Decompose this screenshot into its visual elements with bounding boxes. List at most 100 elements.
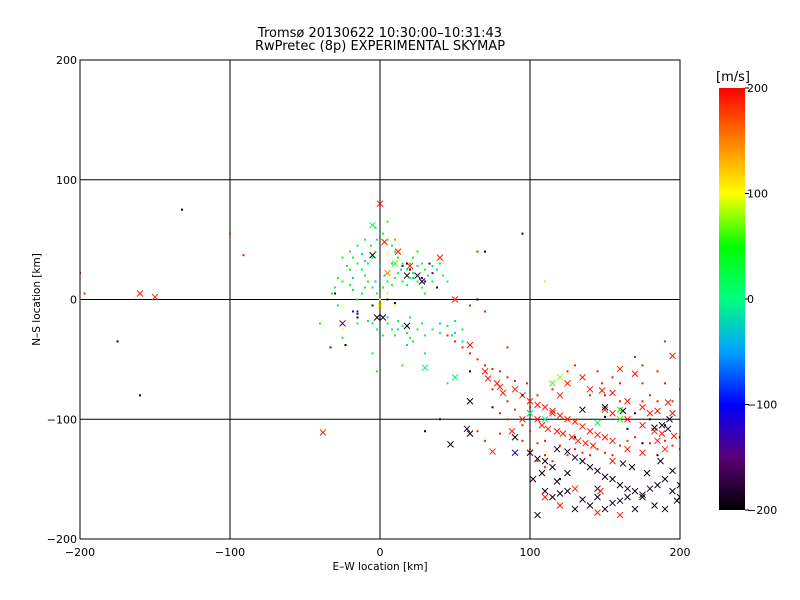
data-point-dot	[499, 412, 501, 415]
data-point-dot	[356, 312, 359, 315]
data-point-dot	[346, 264, 348, 267]
data-point-cross	[609, 389, 616, 397]
data-point-dot	[604, 451, 606, 454]
data-point-cross	[609, 437, 616, 445]
data-point-cross	[519, 415, 526, 423]
data-point-cross	[639, 403, 646, 411]
data-point-cross	[631, 487, 639, 495]
data-point-cross	[669, 487, 676, 495]
data-point-dot	[611, 376, 614, 379]
data-point-dot	[386, 322, 389, 325]
data-point-dot	[364, 274, 366, 277]
data-point-dot	[349, 284, 351, 287]
data-point-cross	[616, 481, 624, 489]
colorbar-tick-label: −100	[747, 399, 777, 412]
data-point-cross	[639, 493, 646, 501]
x-tick-label: 200	[670, 546, 691, 559]
data-point-cross	[624, 493, 631, 501]
data-point-dot	[371, 322, 374, 325]
data-point-dot	[626, 427, 629, 430]
data-point-dot	[406, 284, 408, 287]
data-point-cross	[379, 314, 387, 321]
data-point-dot	[559, 444, 561, 447]
data-point-dot	[491, 367, 494, 370]
data-point-cross	[496, 383, 504, 391]
data-point-dot	[536, 442, 539, 445]
data-point-dot	[656, 454, 659, 457]
data-point-dot	[116, 340, 119, 343]
data-point-dot	[394, 276, 396, 279]
data-point-cross	[609, 457, 616, 465]
data-point-cross	[556, 490, 564, 497]
data-point-cross	[657, 457, 664, 465]
data-point-cross	[463, 425, 471, 433]
data-point-dot	[383, 274, 386, 277]
data-point-dot	[364, 260, 366, 263]
data-point-cross	[564, 415, 571, 423]
data-point-dot	[394, 250, 396, 253]
data-point-dot	[506, 400, 509, 403]
data-point-cross	[484, 375, 492, 382]
data-point-dot	[401, 264, 404, 267]
data-point-dot	[356, 244, 359, 247]
data-point-dot	[581, 451, 584, 454]
data-point-dot	[356, 316, 359, 319]
data-point-dot	[341, 336, 344, 339]
data-point-cross	[376, 200, 384, 208]
data-point-dot	[421, 322, 423, 325]
data-point-cross	[544, 425, 552, 433]
data-point-cross	[534, 401, 541, 409]
data-point-cross	[654, 481, 661, 489]
data-point-dot	[506, 418, 509, 421]
data-point-cross	[646, 485, 654, 493]
data-point-dot	[334, 286, 336, 289]
data-point-cross	[594, 509, 601, 517]
data-point-cross	[489, 448, 496, 455]
data-point-dot	[371, 304, 374, 307]
data-point-dot	[382, 232, 384, 235]
data-point-cross	[394, 248, 402, 255]
data-point-cross	[151, 293, 159, 301]
data-point-cross	[616, 497, 624, 505]
data-point-cross	[589, 442, 597, 449]
data-point-dot	[386, 298, 389, 301]
data-point-cross	[574, 437, 582, 445]
data-point-cross	[511, 449, 519, 457]
data-point-cross	[597, 487, 604, 495]
data-point-dot	[344, 344, 347, 347]
data-point-dot	[416, 250, 419, 253]
data-point-cross	[391, 260, 399, 267]
data-point-dot	[139, 394, 141, 397]
data-point-cross	[541, 493, 549, 501]
data-point-dot	[391, 284, 393, 287]
data-point-cross	[579, 406, 586, 414]
data-point-dot	[521, 394, 524, 397]
data-point-dot	[386, 280, 389, 283]
data-point-dot	[349, 250, 351, 253]
data-point-dot	[367, 280, 369, 283]
data-point-cross	[609, 499, 616, 507]
x-tick-label: −200	[65, 546, 95, 559]
data-point-dot	[476, 250, 479, 253]
data-point-dot	[356, 262, 359, 265]
data-point-dot	[356, 298, 359, 301]
colorbar-tick-label: −200	[747, 504, 777, 517]
data-point-dot	[566, 454, 569, 457]
data-point-cross	[669, 467, 676, 475]
data-point-cross	[586, 502, 594, 509]
data-point-dot	[596, 448, 599, 451]
data-point-cross	[508, 427, 516, 435]
data-point-dot	[442, 274, 444, 277]
data-point-cross	[616, 365, 624, 373]
data-point-dot	[536, 394, 539, 397]
data-point-cross	[670, 432, 678, 440]
data-point-dot	[431, 280, 434, 283]
data-point-dot	[469, 352, 471, 355]
data-point-dot	[421, 262, 423, 265]
data-point-dot	[544, 439, 546, 442]
data-point-cross	[556, 373, 564, 381]
data-point-dot	[406, 344, 408, 347]
data-point-cross	[369, 251, 376, 259]
data-point-cross	[571, 485, 579, 493]
